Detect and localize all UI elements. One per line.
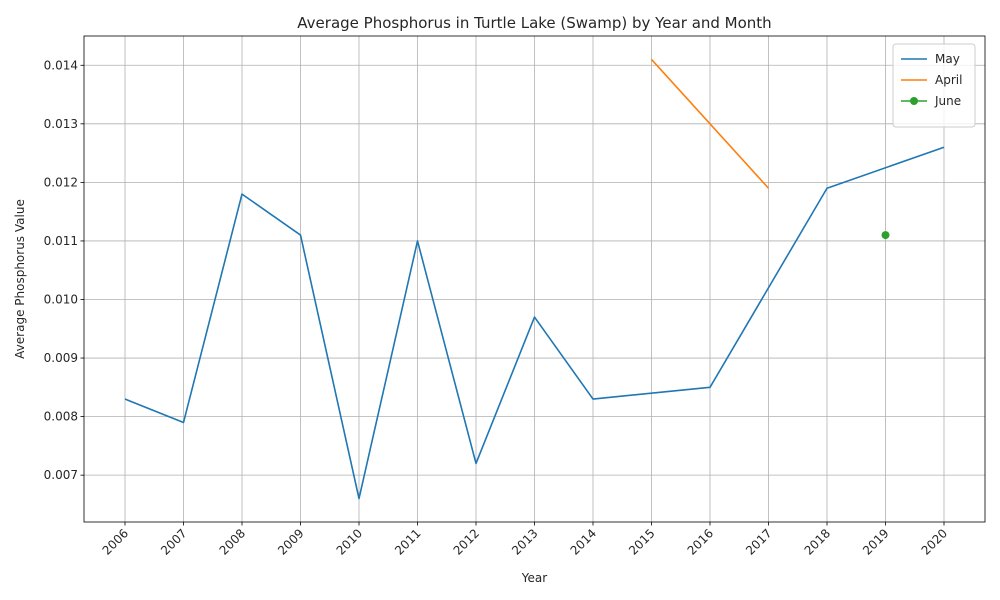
- y-tick-label: 0.013: [44, 117, 78, 131]
- legend-label-april: April: [935, 73, 962, 87]
- legend-marker-june: [910, 97, 918, 105]
- grid-lines: [84, 36, 985, 522]
- legend: May April June: [892, 43, 976, 128]
- y-tick-label: 0.014: [44, 58, 78, 72]
- data-point-june: [881, 231, 890, 240]
- x-axis-label: Year: [521, 571, 547, 585]
- y-tick-label: 0.012: [44, 175, 78, 189]
- series-line-april: [650, 58, 770, 189]
- chart-title: Average Phosphorus in Turtle Lake (Swamp…: [297, 14, 771, 32]
- legend-label-may: May: [935, 52, 960, 66]
- y-tick-label: 0.010: [44, 292, 78, 306]
- series-lines: [124, 58, 945, 500]
- legend-label-june: June: [934, 94, 961, 108]
- legend-box: [892, 43, 976, 128]
- y-tick-label: 0.007: [44, 468, 78, 482]
- y-axis-label: Average Phosphorus Value: [13, 199, 27, 359]
- y-tick-label: 0.011: [44, 234, 78, 248]
- series-line-may: [124, 146, 945, 500]
- y-tick-label: 0.009: [44, 351, 78, 365]
- y-axis-ticks: 0.007 0.008 0.009 0.010 0.011 0.012 0.013 0.014: [44, 58, 84, 482]
- y-tick-label: 0.008: [44, 410, 78, 424]
